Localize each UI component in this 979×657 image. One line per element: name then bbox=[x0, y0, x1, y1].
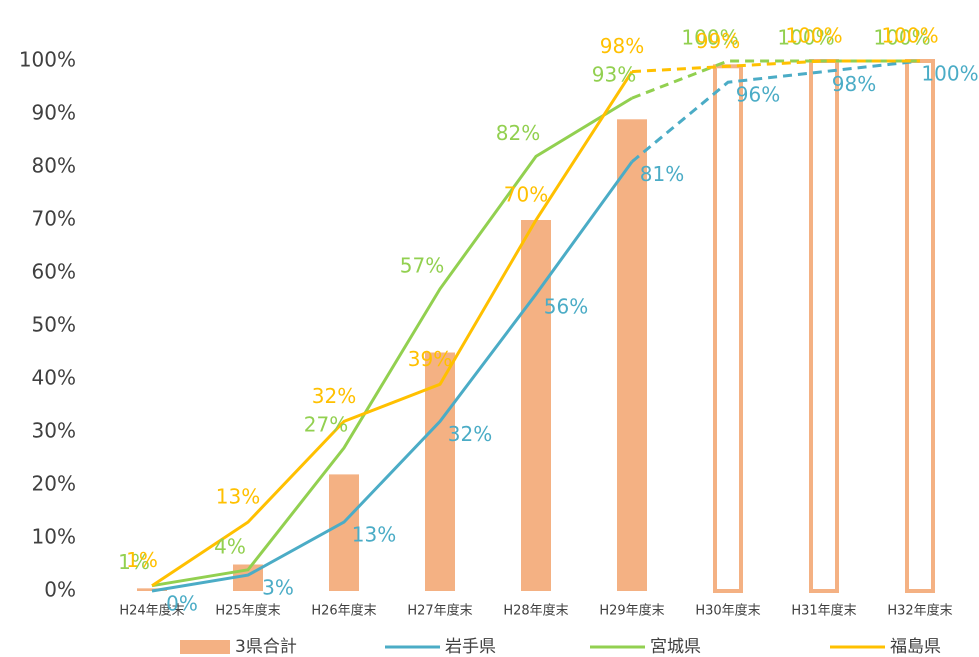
data-label: 100% bbox=[921, 62, 978, 86]
data-label: 98% bbox=[600, 34, 644, 58]
y-tick-label: 90% bbox=[32, 101, 76, 125]
line-projected bbox=[631, 59, 920, 74]
legend-swatch bbox=[180, 640, 230, 654]
data-label: 13% bbox=[352, 523, 396, 547]
x-tick-label: H31年度末 bbox=[791, 603, 856, 619]
x-tick-label: H27年度末 bbox=[407, 603, 472, 619]
data-label: 100% bbox=[777, 26, 834, 50]
data-label: 56% bbox=[544, 295, 588, 319]
data-label: 1% bbox=[126, 548, 158, 572]
data-label: 93% bbox=[592, 63, 636, 87]
x-tick-label: H25年度末 bbox=[215, 603, 280, 619]
bar bbox=[617, 119, 647, 592]
data-label: 3% bbox=[262, 576, 294, 600]
data-label: 0% bbox=[166, 592, 198, 616]
legend-label: 宮城県 bbox=[650, 637, 701, 657]
legend-label: 岩手県 bbox=[445, 637, 496, 657]
y-tick-label: 70% bbox=[32, 207, 76, 231]
y-tick-label: 80% bbox=[32, 154, 76, 178]
data-label: 57% bbox=[400, 253, 444, 277]
data-label: 39% bbox=[408, 347, 452, 371]
line bbox=[151, 160, 634, 593]
data-label: 32% bbox=[312, 384, 356, 408]
bar-projected bbox=[905, 59, 935, 593]
data-label: 100% bbox=[785, 24, 842, 48]
data-label: 27% bbox=[304, 412, 348, 436]
data-label: 32% bbox=[448, 422, 492, 446]
line-projected bbox=[631, 59, 921, 163]
x-tick-label: H29年度末 bbox=[599, 603, 664, 619]
data-label: 81% bbox=[640, 162, 684, 186]
line bbox=[151, 96, 633, 588]
bar-projected bbox=[809, 59, 839, 593]
data-label: 82% bbox=[496, 121, 540, 145]
bar-projected bbox=[713, 64, 743, 594]
line bbox=[151, 70, 634, 587]
data-label: 99% bbox=[696, 29, 740, 53]
y-tick-label: 50% bbox=[32, 313, 76, 337]
data-label: 100% bbox=[873, 26, 930, 50]
bar bbox=[329, 474, 359, 591]
data-label: 96% bbox=[736, 83, 780, 107]
y-tick-label: 100% bbox=[19, 48, 76, 72]
data-label: 98% bbox=[832, 72, 876, 96]
legend-label: 福島県 bbox=[890, 637, 941, 657]
bar bbox=[521, 220, 551, 591]
y-tick-label: 20% bbox=[32, 472, 76, 496]
data-label: 100% bbox=[881, 24, 938, 48]
data-label: 1% bbox=[118, 550, 150, 574]
x-tick-label: H26年度末 bbox=[311, 603, 376, 619]
legend-label: 3県合計 bbox=[235, 637, 297, 657]
data-label: 100% bbox=[681, 26, 738, 50]
x-tick-label: H32年度末 bbox=[887, 603, 952, 619]
data-label: 4% bbox=[214, 534, 246, 558]
x-tick-label: H30年度末 bbox=[695, 603, 760, 619]
y-tick-label: 60% bbox=[32, 260, 76, 284]
y-tick-label: 10% bbox=[32, 525, 76, 549]
y-tick-label: 30% bbox=[32, 419, 76, 443]
y-tick-label: 40% bbox=[32, 366, 76, 390]
y-tick-label: 0% bbox=[44, 578, 76, 602]
x-tick-label: H28年度末 bbox=[503, 603, 568, 619]
data-label: 70% bbox=[504, 183, 548, 207]
data-label: 13% bbox=[216, 485, 260, 509]
bar bbox=[425, 352, 455, 591]
x-tick-label: H24年度末 bbox=[119, 603, 184, 619]
